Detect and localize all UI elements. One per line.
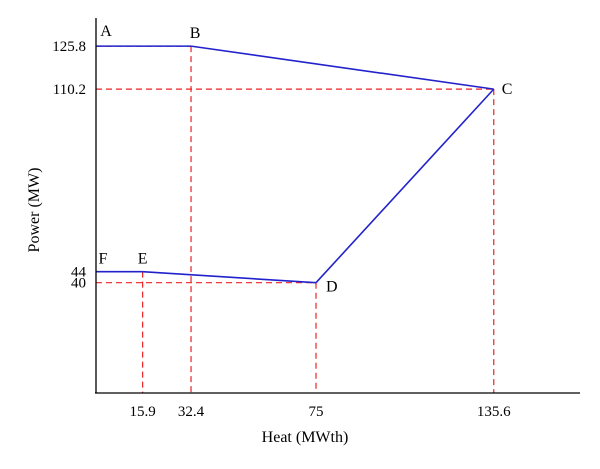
y-tick-label: 40 (71, 276, 86, 292)
point-label-b: B (190, 25, 201, 42)
y-tick-label: 44 (71, 265, 87, 281)
x-tick-label: 135.6 (477, 404, 511, 420)
point-label-d: D (326, 279, 338, 296)
y-tick-label: 125.8 (52, 39, 86, 55)
x-axis-title: Heat (MWth) (262, 429, 349, 446)
guide-lines (96, 45, 495, 393)
segment-de (142, 270, 317, 284)
point-label-f: F (99, 251, 108, 268)
y-tick-label: 110.2 (53, 82, 86, 98)
point-label-c: C (502, 81, 513, 98)
segment-bc (190, 45, 494, 90)
operating-region (96, 45, 495, 284)
x-tick-label: 75 (309, 404, 324, 420)
point-labels: A B C D E F (99, 23, 513, 296)
point-label-e: E (138, 251, 148, 268)
x-tick-label: 15.9 (130, 404, 156, 420)
segment-cd (315, 88, 495, 284)
point-label-a: A (100, 23, 112, 40)
x-tick-label: 32.4 (178, 404, 205, 420)
y-axis-title: Power (MW) (26, 168, 43, 253)
